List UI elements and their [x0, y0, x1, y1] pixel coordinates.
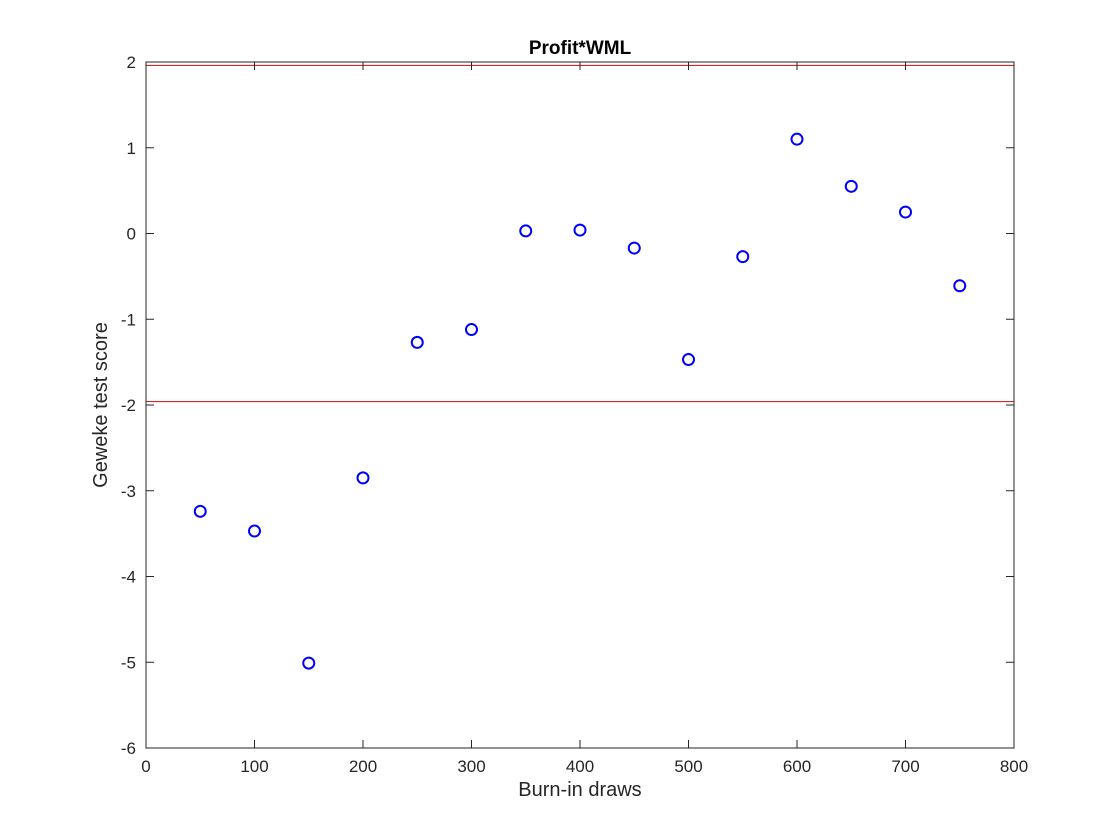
- y-tick-label: -5: [121, 653, 136, 672]
- y-tick-label: -6: [121, 739, 136, 758]
- data-point: [356, 471, 370, 485]
- y-tick-label: 2: [127, 53, 136, 72]
- y-axis-label: Geweke test score: [90, 322, 112, 488]
- x-tick-label: 300: [457, 757, 485, 776]
- data-point: [844, 179, 858, 193]
- data-point: [953, 279, 967, 293]
- data-points: [193, 132, 967, 670]
- x-tick-label: 0: [141, 757, 150, 776]
- y-tick-label: -4: [121, 568, 136, 587]
- data-point: [410, 335, 424, 349]
- plot-frame: [145, 61, 1015, 749]
- x-tick-label: 500: [674, 757, 702, 776]
- data-point: [899, 205, 912, 219]
- x-tick-label: 400: [566, 757, 594, 776]
- x-axis: 0 100 200 300 400 500 600 700 800: [141, 62, 1028, 776]
- data-point: [465, 323, 478, 337]
- reference-lines: [146, 64, 1014, 403]
- x-axis-label: Burn-in draws: [518, 779, 641, 801]
- data-point: [790, 132, 804, 146]
- y-tick-label: -2: [121, 396, 136, 415]
- x-tick-label: 100: [240, 757, 268, 776]
- x-tick-label: 700: [891, 757, 919, 776]
- y-tick-label: 1: [127, 139, 136, 158]
- data-point: [682, 353, 695, 367]
- y-tick-label: -1: [121, 310, 136, 329]
- x-tick-label: 200: [349, 757, 377, 776]
- data-point: [519, 224, 533, 238]
- data-point: [302, 656, 316, 670]
- chart-title: Profit*WML: [529, 38, 632, 59]
- data-point: [193, 504, 207, 518]
- y-tick-label: -3: [121, 482, 136, 501]
- x-tick-label: 800: [1000, 757, 1028, 776]
- x-tick-label: 600: [783, 757, 811, 776]
- data-point: [248, 524, 261, 538]
- y-axis: 2 1 0 -1 -2 -3 -4 -5 -6: [121, 53, 1014, 758]
- data-point: [736, 250, 750, 264]
- data-point: [627, 241, 641, 255]
- y-tick-label: 0: [127, 225, 136, 244]
- data-point: [573, 223, 587, 237]
